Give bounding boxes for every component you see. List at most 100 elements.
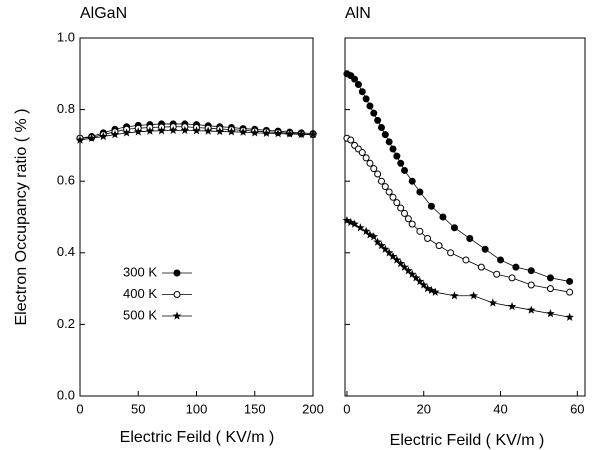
marker — [439, 213, 447, 221]
marker — [435, 242, 443, 250]
marker — [396, 259, 405, 268]
legend-marker — [172, 311, 182, 320]
marker — [527, 267, 535, 275]
x-tick-label: 150 — [244, 401, 266, 416]
marker — [427, 202, 435, 210]
y-axis-label: Electron Occupancy ratio ( % ) — [13, 109, 30, 326]
marker — [469, 291, 478, 300]
marker — [546, 309, 555, 318]
marker — [512, 263, 520, 271]
marker — [427, 285, 436, 295]
x-axis-label: Electric Feild ( KV/m ) — [120, 429, 275, 446]
marker — [423, 284, 432, 293]
x-tick-label: 100 — [186, 401, 208, 416]
marker — [377, 124, 385, 131]
marker — [546, 274, 554, 282]
marker — [366, 159, 374, 167]
marker — [401, 166, 409, 174]
x-axis-label: Electric Feild ( KV/m ) — [390, 432, 545, 449]
marker — [447, 249, 455, 257]
marker — [462, 256, 470, 264]
marker — [370, 165, 378, 173]
legend-marker — [173, 291, 181, 298]
marker — [358, 88, 366, 96]
marker — [297, 129, 306, 138]
marker — [362, 154, 370, 162]
marker — [362, 95, 370, 103]
legend-marker — [173, 269, 181, 277]
marker — [385, 138, 393, 146]
marker — [381, 183, 389, 191]
marker — [381, 131, 389, 139]
marker — [262, 128, 271, 137]
marker — [404, 266, 413, 275]
marker — [411, 273, 421, 282]
x-tick-label: 60 — [570, 401, 584, 416]
marker — [110, 130, 120, 139]
marker — [508, 274, 516, 282]
marker — [481, 245, 489, 253]
marker — [273, 129, 283, 138]
marker — [389, 145, 397, 153]
marker — [416, 227, 424, 235]
marker — [392, 255, 402, 264]
marker — [566, 288, 574, 296]
y-tick-label: 0.6 — [57, 173, 75, 188]
marker — [384, 248, 394, 257]
marker — [381, 244, 390, 253]
marker — [354, 81, 362, 89]
marker — [377, 177, 385, 185]
x-tick-label: 200 — [302, 401, 324, 416]
marker — [180, 125, 190, 134]
marker — [356, 223, 365, 232]
x-tick-label: 20 — [416, 401, 430, 416]
legend-label: 300 K — [123, 264, 157, 279]
marker — [350, 219, 359, 228]
panel-title: AlN — [345, 5, 371, 22]
marker — [215, 126, 225, 136]
plot-frame — [79, 37, 314, 397]
marker — [133, 127, 143, 136]
series-line — [346, 137, 570, 293]
marker — [285, 129, 294, 138]
marker — [397, 204, 405, 212]
marker — [192, 126, 201, 135]
marker — [347, 136, 355, 144]
marker — [430, 287, 440, 296]
marker — [374, 170, 382, 178]
marker — [369, 232, 379, 241]
marker — [203, 126, 213, 135]
marker — [250, 128, 260, 137]
marker — [401, 209, 409, 217]
marker — [87, 133, 96, 142]
y-tick-label: 0.2 — [57, 316, 75, 331]
marker — [377, 241, 386, 250]
marker — [358, 149, 366, 157]
plot-frame — [344, 37, 586, 397]
marker — [546, 285, 554, 293]
y-tick-label: 0.4 — [57, 244, 75, 259]
marker — [361, 226, 371, 235]
marker — [393, 199, 401, 207]
marker — [388, 251, 398, 261]
marker — [351, 75, 359, 83]
marker — [477, 263, 485, 271]
marker — [415, 276, 425, 286]
marker — [168, 125, 178, 134]
marker — [389, 193, 397, 201]
marker — [366, 102, 374, 110]
legend-label: 400 K — [123, 286, 157, 301]
marker — [408, 220, 416, 228]
marker — [507, 302, 517, 311]
legend-label: 500 K — [123, 307, 157, 322]
marker — [227, 127, 236, 136]
x-tick-label: 40 — [493, 401, 507, 416]
marker — [374, 116, 382, 124]
marker — [497, 256, 505, 264]
marker — [393, 152, 401, 160]
marker — [419, 280, 428, 289]
marker — [365, 230, 375, 239]
panel-title: AlGaN — [80, 5, 127, 22]
marker — [370, 109, 378, 117]
